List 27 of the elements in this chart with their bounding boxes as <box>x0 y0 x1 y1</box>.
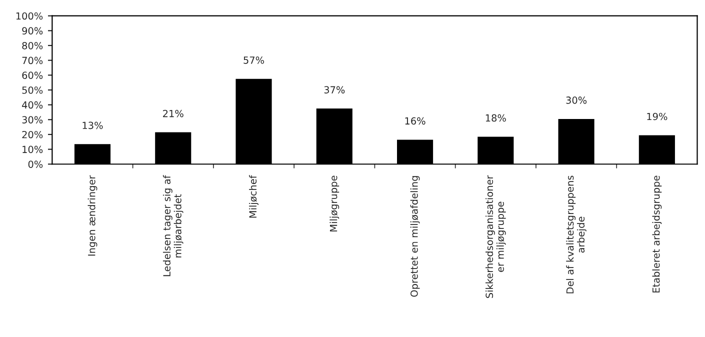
data-label: 57% <box>244 56 264 64</box>
x-tick-label: Ledelsen tager sig af miljøarbejdet <box>162 175 184 276</box>
y-tick-label: 100% <box>16 12 43 20</box>
y-tick-label: 20% <box>22 130 43 138</box>
data-label: 30% <box>566 96 587 104</box>
x-tick-label: Oprettet en miljøafdeling <box>410 176 420 297</box>
y-tick-label: 50% <box>22 86 43 94</box>
x-tick-label: Miljøchef <box>249 175 258 218</box>
y-tick-label: 90% <box>22 27 43 34</box>
data-label: 18% <box>486 114 506 122</box>
data-label: 37% <box>324 86 345 94</box>
x-tick-label: Etableret arbejdsgruppe <box>652 176 662 292</box>
y-tick-label: 80% <box>22 42 43 50</box>
data-label: 21% <box>163 110 184 118</box>
x-tick-label: Sikkerhedsorganisationer er miljøgruppe <box>486 175 506 298</box>
y-tick-label: 30% <box>22 116 43 124</box>
x-tick-label: Miljøgruppe <box>330 176 340 232</box>
data-label: 19% <box>647 112 668 120</box>
y-tick-label: 60% <box>22 72 43 79</box>
data-label: 16% <box>405 117 426 125</box>
y-tick-label: 70% <box>22 56 43 64</box>
x-tick-label: Ingen ændringer <box>88 175 98 256</box>
x-tick-label: Del af kvalitetsgruppens arbejde <box>566 176 586 294</box>
y-tick-label: 0% <box>28 160 43 168</box>
data-label: 13% <box>82 122 103 130</box>
y-tick-label: 40% <box>22 101 43 109</box>
y-tick-label: 10% <box>22 146 43 154</box>
